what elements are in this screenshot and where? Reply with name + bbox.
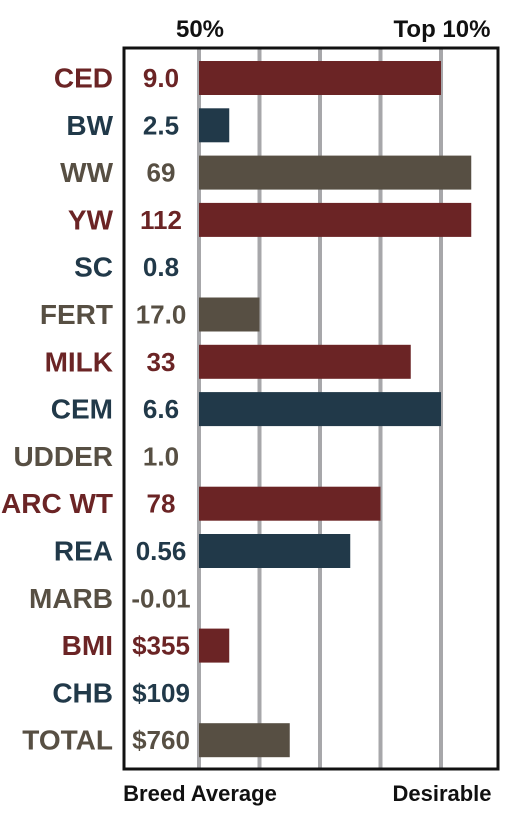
bars-layer	[199, 61, 472, 758]
category-label: REA	[54, 536, 113, 567]
footer-right-label: Desirable	[392, 781, 491, 806]
category-label: FERT	[40, 299, 113, 330]
value-label: 0.8	[143, 252, 179, 282]
category-label: BMI	[62, 630, 113, 661]
category-label: SC	[74, 252, 113, 283]
value-label: 0.56	[136, 536, 187, 566]
header-left-label: 50%	[176, 16, 224, 43]
bar	[199, 61, 441, 95]
category-label: UDDER	[13, 441, 113, 472]
bar	[199, 202, 472, 237]
value-label: $355	[132, 631, 190, 661]
value-label: 17.0	[136, 300, 187, 330]
value-label: 2.5	[143, 110, 179, 140]
header-right-label: Top 10%	[394, 16, 491, 43]
category-label: BW	[66, 110, 113, 141]
category-label: MILK	[45, 346, 113, 377]
labels-layer: CED 9.0 BW 2.5 WW 69 YW 112 SC 0.8 FERT 17.0 MILK 33 C…	[0, 63, 191, 756]
value-label: 9.0	[143, 63, 179, 93]
value-label: 6.6	[143, 394, 179, 424]
value-label: 78	[147, 489, 176, 519]
category-label: CHB	[52, 677, 113, 708]
value-label: 1.0	[143, 441, 179, 471]
category-label: MARB	[29, 583, 113, 614]
category-label: WW	[60, 157, 113, 188]
plot-frame	[122, 46, 500, 771]
bar	[199, 297, 260, 332]
category-label: CED	[54, 63, 113, 94]
bar	[199, 486, 381, 521]
value-label: $109	[132, 678, 190, 708]
category-label: TOTAL	[22, 725, 113, 756]
value-label: -0.01	[131, 583, 190, 613]
footer-left-label: Breed Average	[123, 781, 277, 806]
value-label: $760	[132, 725, 190, 755]
value-label: 69	[147, 158, 176, 188]
bar	[199, 628, 230, 663]
bar	[199, 534, 351, 568]
category-label: YW	[68, 204, 114, 235]
bar	[199, 155, 472, 190]
value-label: 33	[147, 347, 176, 377]
category-label: CEM	[51, 394, 113, 425]
bar	[199, 723, 290, 758]
value-label: 112	[140, 205, 182, 235]
bar	[199, 108, 230, 143]
bar	[199, 344, 411, 379]
category-label: CARC WT	[0, 488, 113, 519]
bar	[199, 392, 441, 427]
